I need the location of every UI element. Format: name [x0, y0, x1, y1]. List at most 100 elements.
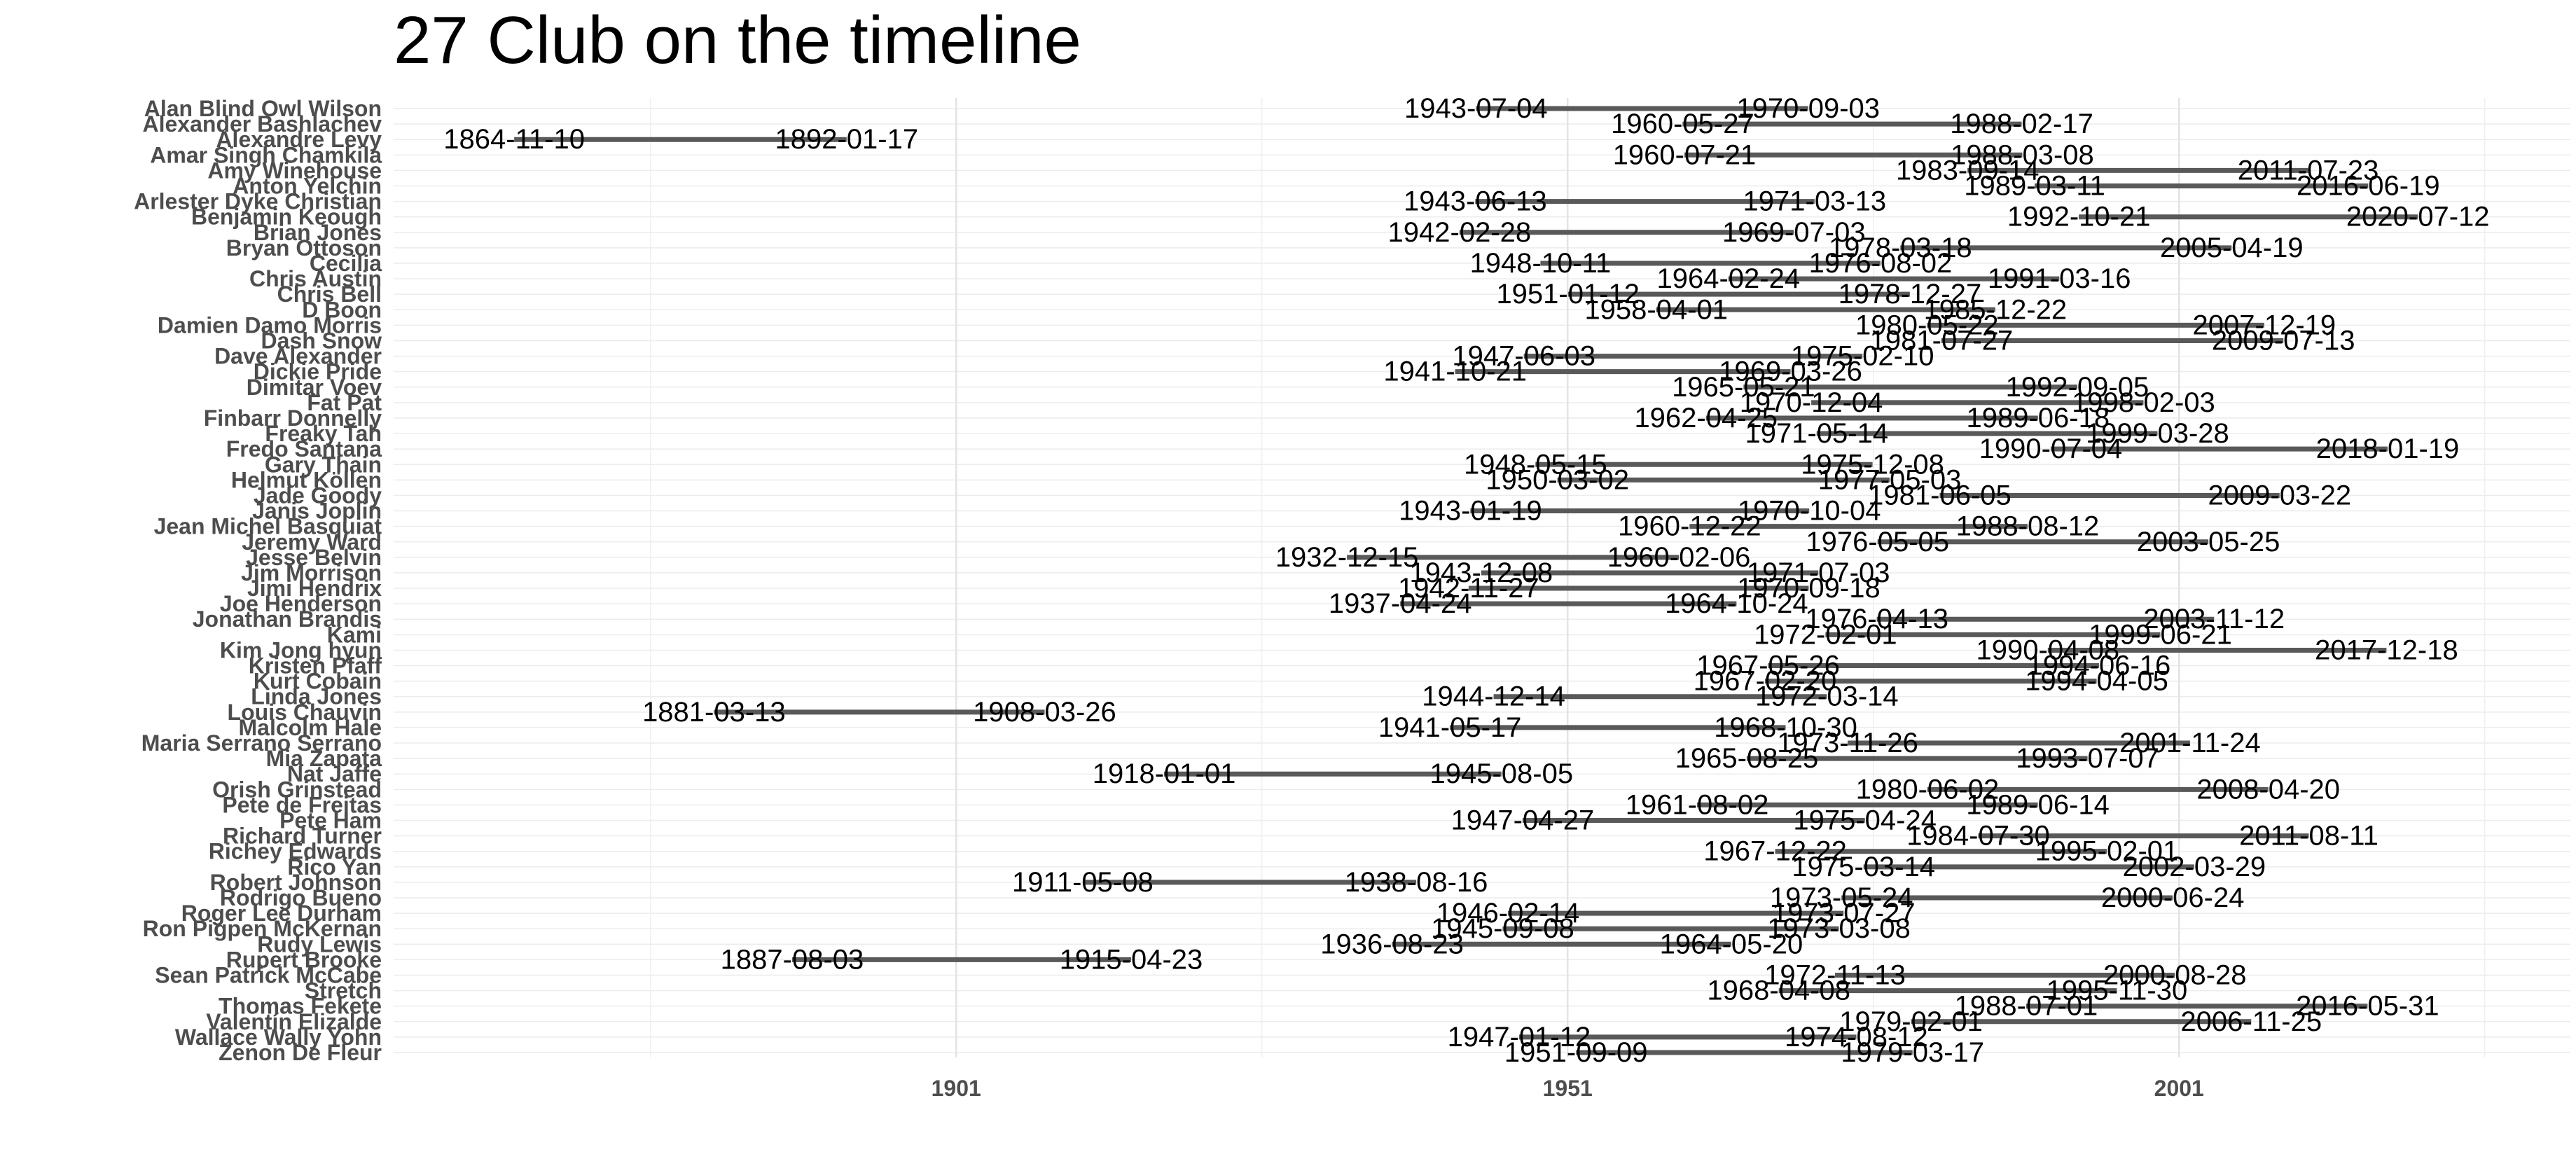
person-name-label: Pete Ham [279, 808, 382, 833]
death-date-label: 1970-10-04 [1738, 496, 1881, 527]
death-date-label: 1993-07-07 [2016, 743, 2159, 774]
death-date-label: 1968-10-30 [1714, 712, 1857, 743]
birth-date-label: 1887-08-03 [721, 944, 864, 975]
birth-date-label: 1960-07-21 [1613, 139, 1757, 170]
birth-date-label: 1947-04-27 [1451, 805, 1595, 836]
person-name-label: Rudy Lewis [257, 931, 382, 957]
birth-date-label: 1941-05-17 [1378, 712, 1522, 743]
person-name-label: Jim Morrison [241, 560, 382, 585]
person-name-label: Nat Jaffe [287, 761, 382, 786]
birth-date-label: 1980-06-02 [1856, 774, 2000, 805]
birth-date-label: 1943-06-13 [1404, 186, 1547, 217]
birth-date-label: 1979-02-01 [1839, 1006, 1983, 1037]
birth-date-label: 1958-04-01 [1584, 294, 1728, 325]
birth-date-label: 1973-11-26 [1777, 728, 1918, 758]
death-date-label: 1975-04-24 [1793, 805, 1937, 836]
death-date-label: 2000-06-24 [2101, 882, 2245, 913]
birth-date-label: 1972-02-01 [1754, 619, 1897, 650]
person-name-label: Stretch [305, 978, 382, 1004]
person-name-label: Roger Lee Durham [181, 901, 382, 926]
person-name-label: Kami [327, 622, 382, 647]
death-date-label: 1908-03-26 [973, 697, 1116, 728]
person-name-label: Amy Winehouse [207, 158, 382, 183]
death-date-label: 1989-06-14 [1966, 789, 2110, 820]
birth-date-label: 1983-09-14 [1896, 155, 2040, 186]
death-date-label: 1989-06-18 [1966, 403, 2110, 433]
death-date-label: 1972-03-14 [1755, 681, 1899, 712]
person-name-label: Richard Turner [223, 824, 382, 849]
death-date-label: 1969-07-03 [1722, 217, 1866, 248]
person-name-label: Valentín Elizalde [206, 1009, 382, 1034]
person-name-label: Arlester Dyke Christian [134, 189, 382, 214]
birth-date-label: 1950-03-02 [1486, 464, 1629, 495]
person-name-label: Robert Johnson [210, 870, 382, 895]
death-date-label: 1995-02-01 [2035, 836, 2179, 867]
death-date-label: 1978-12-27 [1838, 279, 1982, 310]
birth-date-label: 1945-09-08 [1431, 913, 1574, 944]
person-name-label: Maria Serrano Serrano [141, 730, 382, 756]
person-name-label: Rico Yan [287, 854, 382, 880]
birth-date-label: 1984-07-30 [1906, 821, 2050, 852]
death-date-label: 1994-04-05 [2025, 666, 2168, 697]
death-date-label: 1971-07-03 [1747, 557, 1890, 588]
death-date-label: 2020-07-12 [2346, 202, 2490, 232]
birth-date-label: 1943-12-08 [1410, 557, 1553, 588]
death-date-label: 1999-03-28 [2086, 418, 2229, 449]
person-name-label: Jesse Belvin [246, 545, 382, 570]
death-date-label: 2018-01-19 [2316, 433, 2460, 464]
death-date-label: 2003-11-12 [2143, 604, 2285, 634]
birth-date-label: 1942-11-27 [1398, 573, 1539, 604]
death-date-label: 2003-05-25 [2137, 527, 2280, 557]
birth-date-label: 1964-02-24 [1656, 263, 1800, 294]
person-name-label: Sean Patrick McCabe [155, 963, 382, 988]
birth-date-label: 1976-04-13 [1805, 604, 1948, 634]
birth-date-label: 1947-06-03 [1452, 341, 1595, 372]
death-date-label: 1975-12-08 [1801, 449, 1944, 480]
person-name-label: Dimitar Voev [247, 375, 382, 400]
birth-date-label: 1864-11-10 [443, 124, 585, 155]
death-date-label: 1998-02-03 [2072, 387, 2215, 418]
death-date-label: 2011-07-23 [2238, 155, 2379, 186]
birth-date-label: 1971-05-14 [1745, 418, 1888, 449]
death-date-label: 2008-04-20 [2196, 774, 2340, 805]
birth-date-label: 1967-05-26 [1696, 651, 1840, 681]
person-name-label: Linda Jones [251, 684, 382, 709]
person-name-label: Chris Austin [249, 266, 382, 291]
death-date-label: 2016-05-31 [2296, 991, 2439, 1022]
birth-date-label: 1978-03-18 [1829, 232, 1972, 263]
person-name-label: Dickie Pride [254, 359, 382, 384]
death-date-label: 1995-11-30 [2047, 976, 2188, 1006]
death-date-label: 1973-03-08 [1767, 913, 1911, 944]
person-name-label: Janis Joplin [252, 499, 382, 524]
death-date-label: 1975-02-10 [1791, 341, 1934, 372]
birth-date-label: 1941-10-21 [1383, 356, 1527, 387]
person-name-label: Orish Grinstead [212, 777, 382, 802]
birth-date-label: 1943-07-04 [1404, 93, 1548, 124]
death-date-label: 1964-10-24 [1665, 588, 1808, 619]
person-name-label: Fredo Santana [226, 436, 382, 461]
person-name-label: Rodrigo Bueno [220, 885, 382, 910]
death-date-label: 2005-04-19 [2160, 232, 2304, 263]
death-date-label: 1988-08-12 [1956, 511, 2100, 542]
birth-date-label: 1960-12-22 [1618, 511, 1761, 542]
x-tick-label: 1901 [932, 1076, 981, 1101]
death-date-label: 2000-08-28 [2103, 960, 2247, 991]
birth-date-label: 1981-07-27 [1870, 325, 2014, 356]
birth-date-label: 1960-05-27 [1611, 109, 1754, 139]
birth-date-label: 1936-08-23 [1320, 929, 1464, 959]
x-axis-labels: 1901 1951 2001 [932, 1076, 2204, 1101]
death-date-label: 2011-08-11 [2239, 821, 2378, 852]
death-date-label: 2017-12-18 [2315, 634, 2458, 665]
death-date-label: 1964-05-20 [1660, 929, 1803, 959]
person-name-label: Wallace Wally Yohn [175, 1025, 382, 1050]
birth-date-label: 1881-03-13 [642, 697, 786, 728]
person-name-label: Richey Edwards [209, 839, 382, 864]
chart-title: 27 Club on the timeline [394, 3, 1081, 78]
birth-date-label: 1981-06-05 [1868, 480, 2011, 511]
birth-date-label: 1951-01-12 [1496, 279, 1640, 310]
death-date-label: 1991-03-16 [1988, 263, 2131, 294]
death-date-label: 2009-07-13 [2212, 325, 2355, 356]
death-date-label: 1970-09-03 [1736, 93, 1880, 124]
